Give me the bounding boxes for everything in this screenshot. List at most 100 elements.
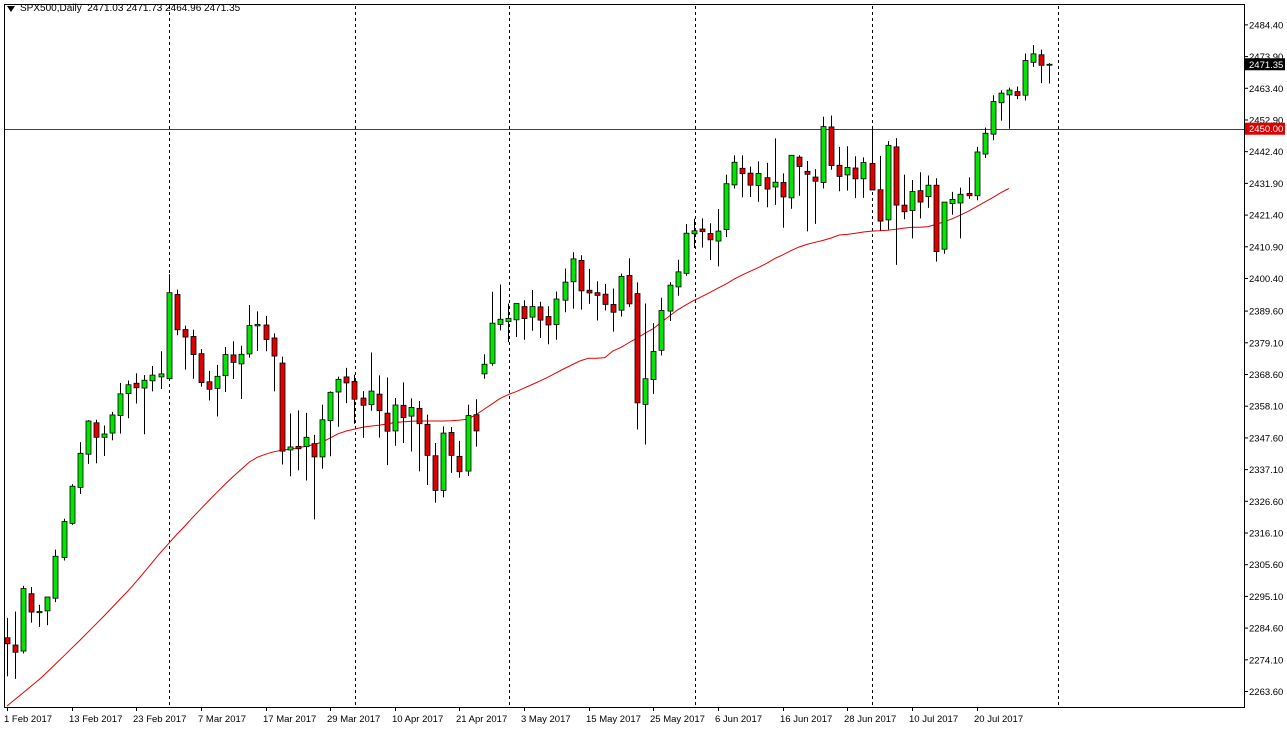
candle-body <box>69 485 76 524</box>
candle-body <box>214 375 221 389</box>
candle-body <box>570 258 577 283</box>
candle-body <box>860 162 867 180</box>
candle-body <box>764 177 771 190</box>
x-tick-label: 25 May 2017 <box>650 714 705 725</box>
candle-body <box>432 455 439 491</box>
candle-body <box>545 316 552 326</box>
candle-body <box>376 393 383 412</box>
candle-body <box>885 144 892 221</box>
candle-body <box>489 322 496 364</box>
candle-body <box>618 275 625 311</box>
candle-body <box>562 281 569 301</box>
candle-body <box>844 166 851 176</box>
x-tick-label: 10 Jul 2017 <box>909 714 958 725</box>
candle-body <box>893 146 900 206</box>
y-tick-label: 2368.60 <box>1249 370 1283 381</box>
candle-body <box>747 172 754 186</box>
candle-body <box>77 452 84 488</box>
candle-body <box>788 154 795 199</box>
candle-body <box>101 433 108 438</box>
candle-body <box>780 182 787 198</box>
candle-body <box>198 353 205 384</box>
candle-body <box>982 132 989 155</box>
current-price-tag-label: 2471.35 <box>1249 60 1283 71</box>
x-tick-label: 7 Mar 2017 <box>198 714 246 725</box>
candle-body <box>85 420 92 455</box>
candle-body <box>966 192 973 197</box>
y-tick-label: 2379.10 <box>1249 338 1283 349</box>
candle-body <box>707 233 714 241</box>
candle-body <box>182 329 189 338</box>
candle-body <box>174 294 181 331</box>
candle-body <box>772 181 779 188</box>
candle-body <box>36 611 43 614</box>
x-tick-label: 10 Apr 2017 <box>392 714 443 725</box>
candle-body <box>626 275 633 305</box>
y-tick-label: 2305.60 <box>1249 560 1283 571</box>
x-tick-label: 16 Jun 2017 <box>780 714 832 725</box>
collapse-arrow-icon[interactable] <box>7 6 15 12</box>
candle-body <box>222 354 229 377</box>
y-tick-label: 2484.40 <box>1249 20 1283 31</box>
candle-body <box>586 289 593 294</box>
candle-body <box>149 374 156 382</box>
candle-body <box>263 324 270 340</box>
x-tick-label: 20 Jul 2017 <box>974 714 1023 725</box>
candle-body <box>917 190 924 203</box>
candle-body <box>578 259 585 292</box>
x-tick-label: 17 Mar 2017 <box>263 714 316 725</box>
candle-body <box>343 376 350 384</box>
candle-body <box>392 404 399 432</box>
candle-body <box>1046 63 1053 66</box>
candle-body <box>1038 54 1045 66</box>
plot-area <box>4 4 1245 708</box>
y-tick-label: 2410.90 <box>1249 242 1283 253</box>
candle-body <box>675 271 682 288</box>
candle-body <box>335 378 342 393</box>
y-tick-label: 2274.10 <box>1249 655 1283 666</box>
candle-body <box>755 173 762 186</box>
candle-body <box>594 292 601 296</box>
candle-body <box>28 593 35 613</box>
x-tick-label: 29 Mar 2017 <box>327 714 380 725</box>
candle-body <box>877 189 884 222</box>
x-tick-label: 3 May 2017 <box>521 714 571 725</box>
candle-body <box>230 354 237 363</box>
candle-body <box>4 637 11 645</box>
candle-body <box>271 337 278 357</box>
candle-body <box>1030 53 1037 63</box>
candle-body <box>723 183 730 230</box>
candle-body <box>368 390 375 406</box>
candle-body <box>796 156 803 167</box>
candle-body <box>658 310 665 351</box>
candle-body <box>61 521 68 558</box>
candle-body <box>319 419 326 458</box>
candle-body <box>327 391 334 422</box>
candle-body <box>925 184 932 198</box>
candle-body <box>804 170 811 175</box>
y-tick-label: 2316.10 <box>1249 529 1283 540</box>
candle-body <box>416 407 423 425</box>
candle-body <box>1014 91 1021 96</box>
candle-body <box>351 381 358 400</box>
candle-body <box>141 379 148 389</box>
candle-body <box>933 184 940 253</box>
candle-body <box>513 303 520 321</box>
candle-body <box>93 422 100 438</box>
candle-body <box>497 318 504 325</box>
y-tick-label: 2347.60 <box>1249 433 1283 444</box>
candle-body <box>949 198 956 205</box>
candle-body <box>553 298 560 326</box>
moving-average-line <box>6 188 1010 707</box>
candle-body <box>974 151 981 197</box>
candle-body <box>44 596 51 612</box>
candle-body <box>1006 89 1013 96</box>
candle-body <box>869 163 876 191</box>
candle-body <box>448 432 455 456</box>
candle-body <box>408 407 415 417</box>
candle-body <box>731 161 738 186</box>
candle-body <box>52 555 59 599</box>
y-tick-label: 2442.40 <box>1249 147 1283 158</box>
